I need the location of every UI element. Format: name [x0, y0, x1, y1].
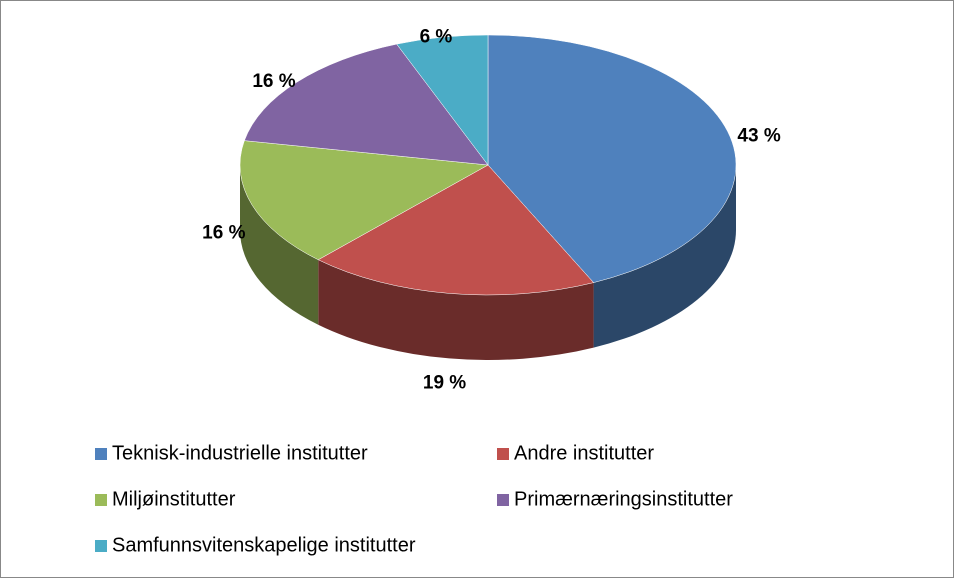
- legend-swatch: [497, 448, 509, 460]
- slice-side: [240, 165, 319, 325]
- slice: [396, 34, 489, 166]
- legend-label: Andre institutter: [514, 442, 654, 464]
- legend-label: Miljøinstitutter: [112, 488, 236, 510]
- data-label: 43 %: [737, 126, 780, 147]
- legend-swatch: [95, 494, 107, 506]
- slice: [239, 140, 489, 261]
- slice-side: [318, 259, 594, 360]
- slice: [317, 164, 595, 296]
- slice: [244, 43, 489, 166]
- data-label: 16 %: [252, 71, 295, 92]
- legend-swatch: [95, 540, 107, 552]
- data-label: 6 %: [420, 26, 453, 47]
- slice: [487, 34, 737, 283]
- legend-label: Primærnæringsinstitutter: [514, 488, 733, 510]
- legend-swatch: [497, 494, 509, 506]
- legend-label: Teknisk-industrielle institutter: [112, 442, 368, 464]
- data-label: 19 %: [423, 372, 466, 393]
- legend-label: Samfunnsvitenskapelige institutter: [112, 534, 416, 556]
- legend-swatch: [95, 448, 107, 460]
- data-label: 16 %: [202, 222, 245, 243]
